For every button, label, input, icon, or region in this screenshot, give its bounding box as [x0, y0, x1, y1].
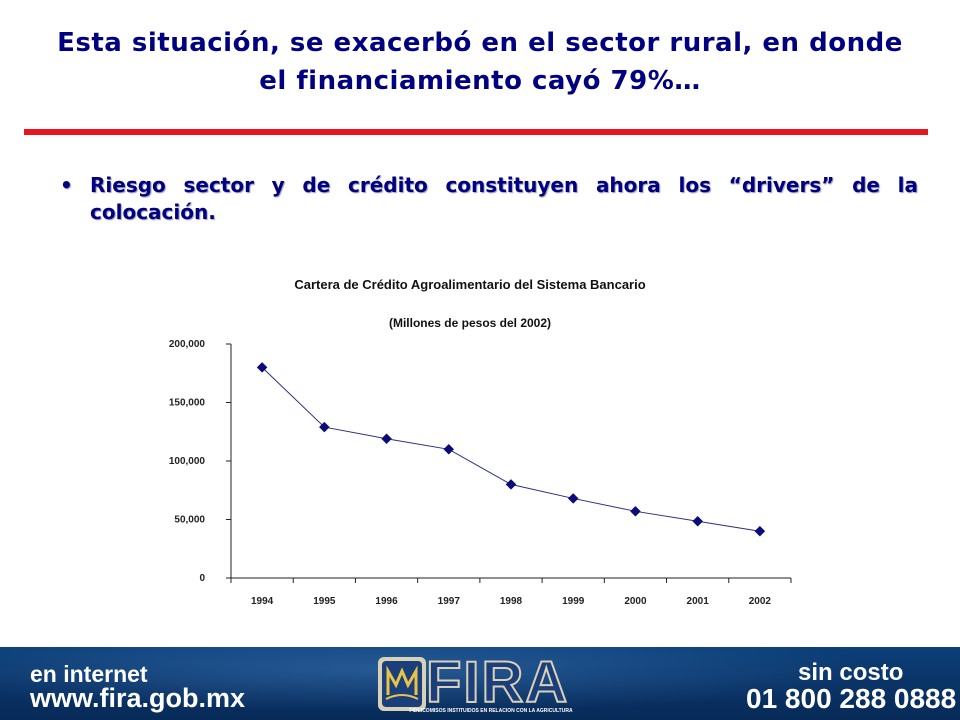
x-tick-label: 2001 — [687, 596, 710, 607]
data-point — [381, 433, 392, 445]
fira-logo-subtitle: FIDEICOMISOS INSTITUIDOS EN RELACION CON… — [409, 708, 573, 714]
data-point — [443, 443, 455, 455]
data-point — [630, 505, 641, 517]
footer-free-label: sin costo — [798, 659, 904, 686]
x-tick-label: 1995 — [313, 596, 336, 607]
data-point — [256, 362, 268, 373]
data-point — [692, 515, 704, 527]
data-point — [505, 479, 517, 490]
bullet-text: Riesgo sector y de crédito constituyen a… — [90, 173, 918, 224]
fira-emblem-icon — [378, 657, 426, 711]
fira-logo-text: FIRA — [425, 649, 570, 716]
slide-title-line2: el financiamiento cayó 79%… — [259, 66, 701, 96]
x-tick-label: 1998 — [500, 596, 523, 607]
x-tick-label: 1999 — [562, 596, 585, 607]
y-tick-label: 100,000 — [169, 456, 206, 467]
chart-title: Cartera de Crédito Agroalimentario del S… — [294, 277, 646, 292]
data-point — [567, 493, 579, 504]
x-tick-label: 1996 — [375, 596, 398, 607]
chart-subtitle: (Millones de pesos del 2002) — [388, 316, 552, 330]
bullet-point: • Riesgo sector y de crédito constituyen… — [60, 172, 918, 226]
y-tick-label: 50,000 — [174, 515, 205, 526]
bullet-dot-icon: • — [60, 173, 73, 197]
data-point — [318, 421, 330, 433]
y-tick-label: 200,000 — [169, 339, 206, 350]
footer-internet-label: en internet — [30, 661, 148, 687]
slide-title-line1: Esta situación, se exacerbó en el sector… — [57, 28, 903, 58]
x-tick-label: 1994 — [251, 596, 274, 607]
footer-glow — [0, 647, 960, 720]
x-tick-label: 2000 — [624, 596, 647, 607]
y-tick-label: 150,000 — [169, 398, 206, 409]
x-tick-label: 2002 — [749, 596, 772, 607]
footer-phone-number[interactable]: 01 800 288 0888 — [746, 683, 957, 714]
footer-banner: en internet www.fira.gob.mx FIRA FIDEICO… — [0, 647, 960, 720]
data-point — [754, 525, 766, 537]
series-line — [261, 367, 760, 532]
x-tick-label: 1997 — [438, 596, 461, 607]
y-tick-label: 0 — [199, 573, 205, 584]
fira-logo: FIRA FIDEICOMISOS INSTITUIDOS EN RELACIO… — [376, 649, 586, 717]
line-chart: 0 50,000 100,000 150,000 200,000 1994 1995 1996… — [169, 339, 792, 607]
footer-website-link[interactable]: www.fira.gob.mx — [30, 683, 246, 713]
title-divider — [24, 129, 928, 135]
slide-title: Esta situación, se exacerbó en el sector… — [20, 24, 940, 100]
